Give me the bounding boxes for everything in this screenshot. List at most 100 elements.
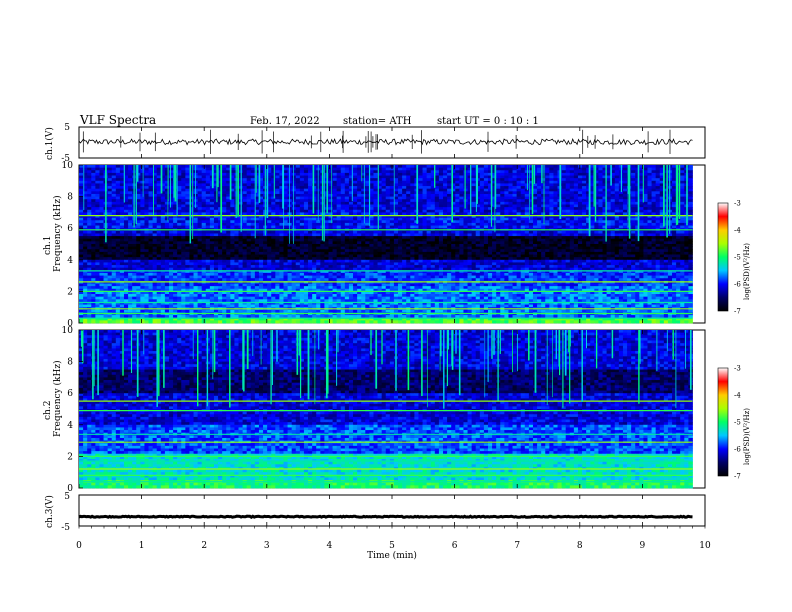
spectrogram-cell xyxy=(99,230,104,234)
spectrogram-cell xyxy=(667,233,673,237)
spectrogram-cell xyxy=(115,201,121,205)
spectrogram-cell xyxy=(516,207,522,211)
spectrogram-cell xyxy=(95,222,100,226)
spectrogram-cell xyxy=(590,241,595,245)
spectrogram-cell xyxy=(606,175,612,179)
spectrogram-cell xyxy=(177,180,182,184)
spectrogram-cell xyxy=(336,188,342,192)
spectrogram-cell xyxy=(496,246,501,250)
spectrogram-cell xyxy=(487,196,493,200)
spectrogram-cell xyxy=(226,170,231,174)
spectrogram-cell xyxy=(353,165,358,169)
spectrogram-cell xyxy=(332,165,338,169)
spectrogram-cell xyxy=(451,241,456,245)
spectrogram-cell xyxy=(287,246,293,250)
spectrogram-cell xyxy=(402,212,407,216)
spectrogram-cell xyxy=(230,186,235,190)
spectrogram-cell xyxy=(291,220,297,224)
spectrogram-cell xyxy=(438,178,444,182)
spectrogram-cell xyxy=(385,170,391,174)
spectrogram-cell xyxy=(443,209,448,213)
spectrogram-cell xyxy=(475,241,481,245)
spectrogram-cell xyxy=(308,215,313,219)
spectrogram-cell xyxy=(455,215,460,219)
spectrogram-cell xyxy=(295,222,301,226)
spectrogram-cell xyxy=(447,230,452,234)
spectrogram-cell xyxy=(582,193,587,197)
spectrogram-cell xyxy=(602,217,607,221)
spectrogram-cell xyxy=(148,178,154,182)
spectrogram-cell xyxy=(328,212,333,216)
spectrogram-cell xyxy=(177,167,182,171)
spectrogram-cell xyxy=(177,204,182,208)
spectrogram-cell xyxy=(385,207,391,211)
spectrogram-cell xyxy=(197,172,203,176)
spectrogram-cell xyxy=(123,217,129,221)
spectrogram-cell xyxy=(312,230,317,234)
spectrogram-cell xyxy=(577,172,583,176)
spectrogram-cell xyxy=(308,204,313,208)
spectrogram-cell xyxy=(115,193,121,197)
spectrogram-cell xyxy=(541,225,546,229)
spectrogram-cell xyxy=(287,249,293,253)
spectrogram-cell xyxy=(434,238,440,242)
spectrogram-cell xyxy=(218,212,223,216)
spectrogram-cell xyxy=(672,238,677,242)
spectrogram-cell xyxy=(218,191,223,195)
spectrogram-cell xyxy=(680,180,685,184)
spectrogram-cell xyxy=(504,238,509,242)
spectrogram-cell xyxy=(549,165,554,169)
spectrogram-cell xyxy=(426,183,432,187)
spectrogram-cell xyxy=(295,172,301,176)
spectrogram-cell xyxy=(79,249,84,253)
spectrogram-cell xyxy=(168,236,174,240)
spectrogram-cell xyxy=(189,233,194,237)
spectrogram-cell xyxy=(422,178,428,182)
spectrogram-cell xyxy=(279,193,284,197)
spectrogram-cell xyxy=(618,246,624,250)
spectrogram-cell xyxy=(508,238,513,242)
spectrogram-cell xyxy=(303,212,309,216)
spectrogram-cell xyxy=(443,217,448,221)
spectrogram-cell xyxy=(119,249,125,253)
spectrogram-cell xyxy=(344,249,350,253)
spectrogram-cell xyxy=(218,215,223,219)
spectrogram-cell xyxy=(389,207,395,211)
spectrogram-cell xyxy=(340,215,346,219)
ch1-ytick-top: 5 xyxy=(64,123,70,133)
spectrogram-cell xyxy=(369,167,374,171)
spectrogram-cell xyxy=(537,220,542,224)
spectrogram-cell xyxy=(451,170,456,174)
spectrogram-cell xyxy=(123,172,129,176)
spectrogram-cell xyxy=(487,233,493,237)
spectrogram-cell xyxy=(111,204,117,208)
spectrogram-cell xyxy=(520,175,526,179)
spectrogram-cell xyxy=(422,246,428,250)
spectrogram-cell xyxy=(451,209,456,213)
spectrogram-cell xyxy=(512,246,518,250)
spectrogram-cell xyxy=(242,201,248,205)
spectrogram-cell xyxy=(573,170,579,174)
spectrogram-cell xyxy=(275,199,280,203)
spectrogram-cell xyxy=(659,188,665,192)
spectrogram-cell xyxy=(438,222,444,226)
spectrogram-cell xyxy=(119,225,125,229)
spectrogram-cell xyxy=(614,212,620,216)
spectrogram-cell xyxy=(312,215,317,219)
spectrogram-cell xyxy=(168,175,174,179)
spectrogram-cell xyxy=(144,212,149,216)
spectrogram-cell xyxy=(242,220,248,224)
spectrogram-cell xyxy=(520,188,526,192)
spectrogram-cell xyxy=(152,207,158,211)
spectrogram-cell xyxy=(532,212,538,216)
spectrogram-cell xyxy=(541,165,546,169)
spectrogram-cell xyxy=(336,178,342,182)
spectrogram-cell xyxy=(532,225,538,229)
spectrogram-cell xyxy=(226,217,231,221)
spectrogram-cell xyxy=(357,215,362,219)
spectrogram-cell xyxy=(569,196,575,200)
spectrogram-cell xyxy=(250,244,256,248)
spectrogram-cell xyxy=(516,220,522,224)
spectrogram-cell xyxy=(573,246,579,250)
spectrogram-cell xyxy=(631,188,636,192)
